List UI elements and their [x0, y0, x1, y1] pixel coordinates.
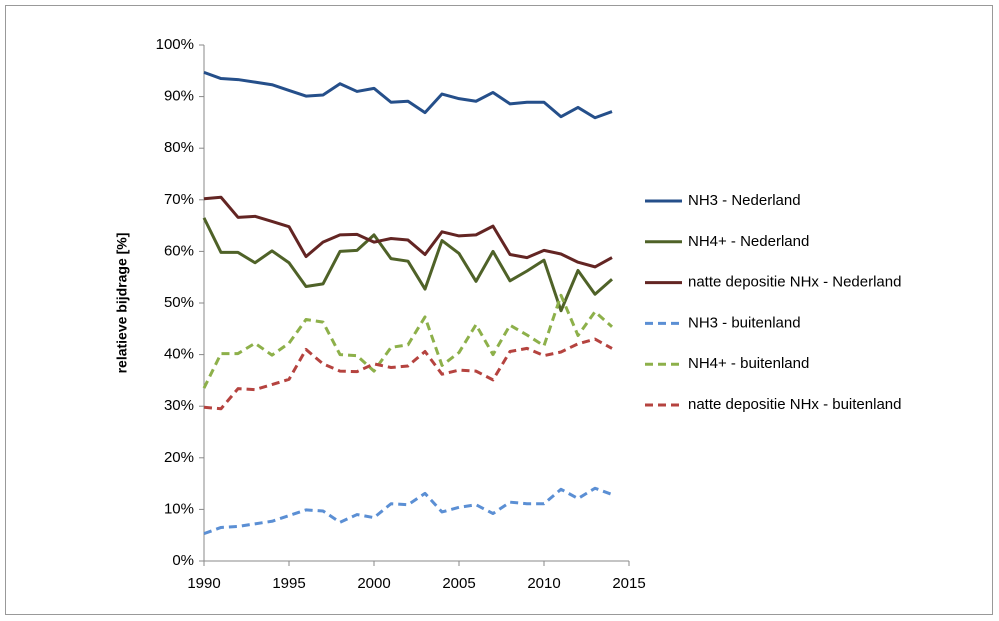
y-tick-label: 80%	[164, 139, 194, 156]
x-tick-label: 2005	[442, 575, 475, 592]
line-series	[202, 293, 613, 389]
y-tick-label: 60%	[164, 242, 194, 259]
legend-label: natte depositie NHx - buitenland	[688, 396, 901, 413]
line-series	[203, 486, 613, 536]
y-tick-label: 0%	[172, 552, 194, 569]
y-axis-label: relatieve bijdrage [%]	[114, 233, 130, 374]
x-tick-label: 2015	[612, 575, 645, 592]
line-series	[203, 195, 613, 269]
y-tick-label: 10%	[164, 500, 194, 517]
chart-frame	[5, 5, 993, 615]
y-tick-label: 20%	[164, 449, 194, 466]
y-tick-label: 40%	[164, 346, 194, 363]
x-tick-label: 1995	[272, 575, 305, 592]
legend-label: NH4+ - buitenland	[688, 355, 809, 372]
line-series	[203, 337, 613, 411]
legend-label: NH4+ - Nederland	[688, 233, 809, 250]
legend-label: natte depositie NHx - Nederland	[688, 274, 901, 291]
y-tick-label: 90%	[164, 88, 194, 105]
line-series	[203, 70, 613, 120]
x-tick-label: 2010	[527, 575, 560, 592]
legend-label: NH3 - Nederland	[688, 192, 801, 209]
legend-label: NH3 - buitenland	[688, 314, 801, 331]
y-tick-label: 30%	[164, 397, 194, 414]
x-tick-label: 2000	[357, 575, 390, 592]
line-series	[202, 217, 613, 313]
y-tick-label: 70%	[164, 191, 194, 208]
y-tick-label: 50%	[164, 294, 194, 311]
y-tick-label: 100%	[156, 36, 194, 53]
x-tick-label: 1990	[187, 575, 220, 592]
